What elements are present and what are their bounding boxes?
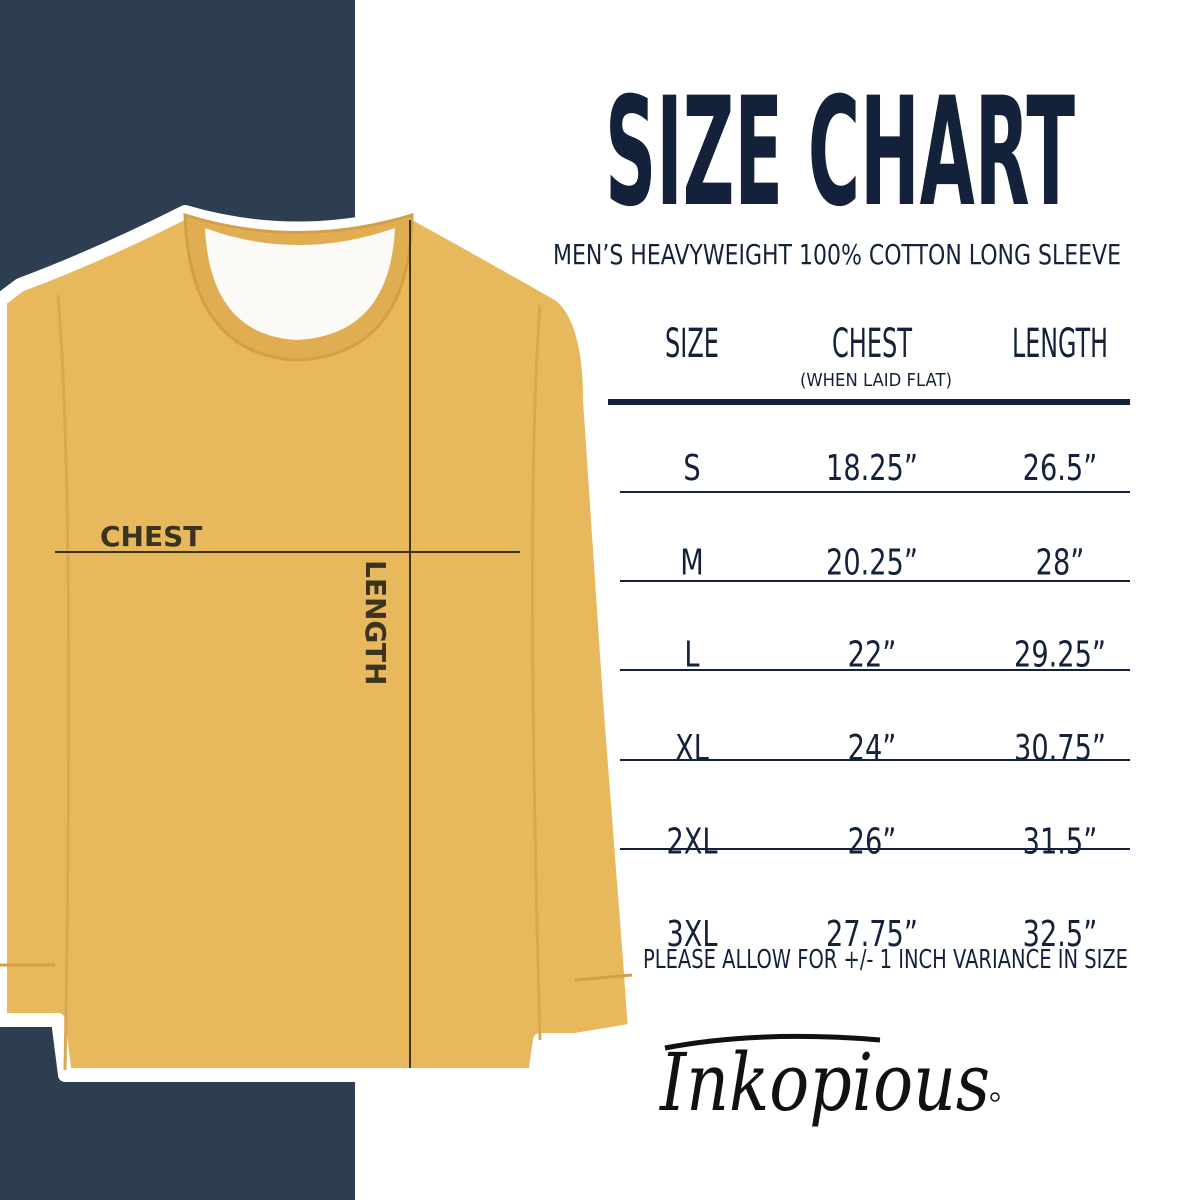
cell-chest: 24” [848,729,897,769]
table-row: L 22” 29.25” [684,635,1106,675]
svg-text:Inkopious: Inkopious [658,1036,990,1129]
header-length: LENGTH [1012,321,1108,367]
shirt-illustration [0,205,642,1082]
size-table: SIZE CHEST (WHEN LAID FLAT) LENGTH S 18.2… [608,321,1130,955]
cell-length: 32.5” [1023,915,1098,955]
cell-length: 29.25” [1014,635,1106,675]
table-row: M 20.25” 28” [680,543,1084,583]
subtitle: MEN’S HEAVYWEIGHT 100% COTTON LONG SLEEV… [553,238,1121,271]
cell-size: 2XL [666,822,717,862]
header-size: SIZE [665,321,719,367]
header-chest: CHEST [832,321,912,367]
cell-length: 28” [1036,543,1085,583]
table-row: S 18.25” 26.5” [683,448,1097,488]
length-label: LENGTH [359,560,392,685]
cell-size: 3XL [666,915,717,955]
header-divider [608,399,1130,405]
cell-length: 26.5” [1023,448,1098,488]
cell-size: XL [675,729,709,769]
cell-size: L [684,635,699,675]
cell-chest: 26” [848,822,897,862]
cell-chest: 27.75” [826,915,918,955]
brand-logo: Inkopious [658,1033,1000,1129]
header-chest-note: (WHEN LAID FLAT) [800,370,952,391]
cell-chest: 22” [848,635,897,675]
cell-length: 30.75” [1014,729,1106,769]
cell-chest: 18.25” [826,448,918,488]
cell-size: S [683,448,700,488]
table-row: 2XL 26” 31.5” [666,822,1097,862]
page-title: SIZE CHART [605,66,1075,240]
table-row: XL 24” 30.75” [675,729,1106,769]
chest-label: CHEST [100,520,202,553]
footnote: PLEASE ALLOW FOR +/- 1 INCH VARIANCE IN … [643,945,1128,975]
cell-length: 31.5” [1023,822,1098,862]
table-row: 3XL 27.75” 32.5” [666,915,1097,955]
cell-chest: 20.25” [826,543,918,583]
cell-size: M [680,543,703,583]
